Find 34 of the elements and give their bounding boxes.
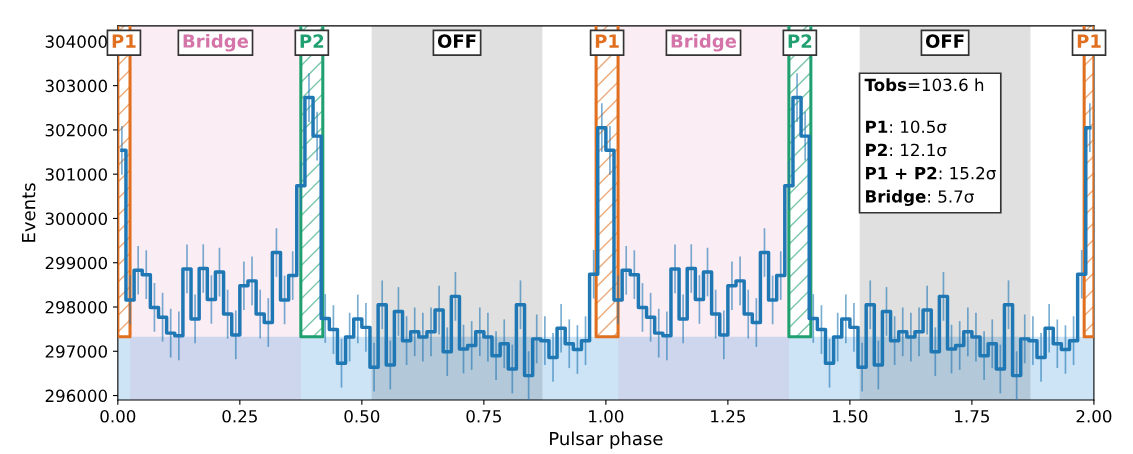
y-axis-title: Events <box>22 183 36 242</box>
y-tick-label: 296000 <box>45 389 107 403</box>
y-tick-label: 297000 <box>45 345 107 358</box>
band-label: Bridge <box>183 33 249 52</box>
y-tick-label: 302000 <box>45 123 107 137</box>
x-tick-label: 0.75 <box>466 409 501 423</box>
band-label: Bridge <box>671 33 737 52</box>
x-tick-label: 1.75 <box>955 410 989 423</box>
band-label: P2 <box>788 34 812 48</box>
band-label: P1 <box>1077 34 1101 48</box>
y-tick-label: 298000 <box>45 300 107 314</box>
annotation: P1 + P2: 15.2σ <box>866 166 996 180</box>
x-tick-label: 0.25 <box>222 409 257 423</box>
y-tick-label: 300000 <box>45 212 107 226</box>
annotation: P1: 10.5σ <box>866 120 947 134</box>
x-tick-label: 1.00 <box>589 409 624 423</box>
annotation: Tobs=103.6 h <box>864 78 984 92</box>
annotation: P2: 12.1σ <box>866 143 947 157</box>
x-axis-title: Pulsar phase <box>550 431 663 449</box>
y-tick-label: 301000 <box>45 168 107 181</box>
band-label: P1 <box>595 34 619 48</box>
x-tick-label: 1.25 <box>711 409 745 423</box>
x-tick-label: 1.50 <box>833 409 868 423</box>
y-tick-label: 304000 <box>45 35 107 48</box>
band-label: P2 <box>300 34 324 48</box>
y-tick-label: 303000 <box>45 79 107 93</box>
x-tick-label: 0.00 <box>100 409 136 423</box>
x-tick-label: 2.00 <box>1076 409 1112 423</box>
y-tick-label: 299000 <box>45 256 107 270</box>
band-label: OFF <box>925 34 964 48</box>
band-label: OFF <box>437 34 476 48</box>
x-tick-label: 0.50 <box>344 409 380 423</box>
band-label: P1 <box>112 34 136 48</box>
annotation: Bridge: 5.7σ <box>866 189 974 206</box>
